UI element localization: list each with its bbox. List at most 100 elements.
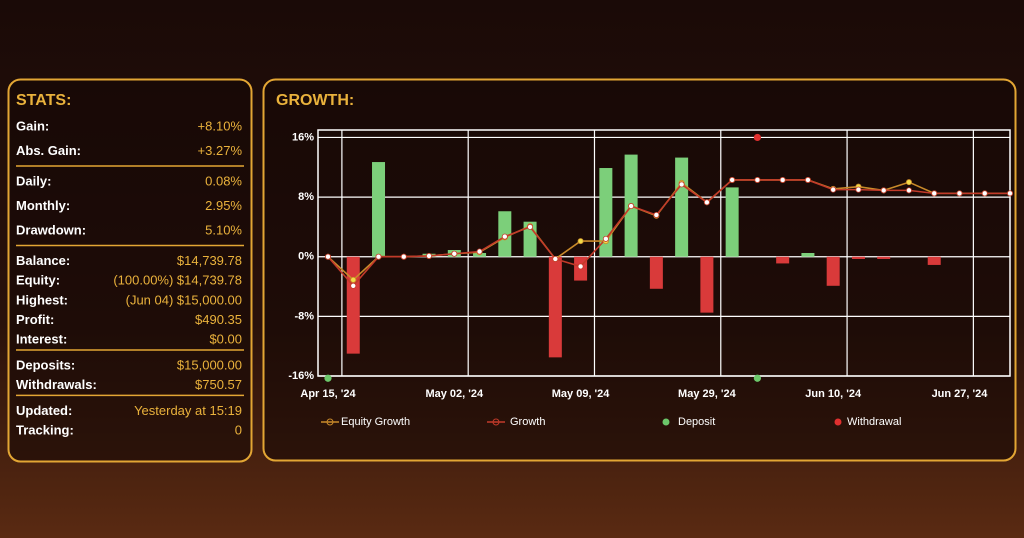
x-tick-label: May 29, '24 [678,388,737,400]
bar [346,256,360,354]
stat-value: 0 [235,423,242,438]
stat-value: Yesterday at 15:19 [134,403,242,418]
stat-label: Tracking: [16,423,74,438]
bar [372,162,386,257]
y-tick-label: 0% [298,251,314,263]
stat-label: Drawdown: [16,222,86,237]
stats-title: STATS: [16,92,71,109]
stat-value: +3.27% [198,143,243,158]
line-marker [804,176,811,183]
bar [725,187,739,257]
bar [675,157,689,257]
legend-label: Equity Growth [341,416,410,428]
legend-label: Growth [510,416,545,428]
line-marker [931,190,938,197]
legend-symbol [492,418,500,426]
bar [776,256,790,264]
x-tick-label: May 02, '24 [425,388,484,400]
line-marker [981,190,988,197]
stat-value: $14,739.78 [177,253,242,268]
line-marker [602,235,609,242]
stats-panel [7,78,253,463]
stat-label: Balance: [16,253,70,268]
line-marker [350,276,357,283]
event-marker [753,374,762,382]
legend-label: Deposit [678,416,715,428]
line-marker [552,255,559,262]
stat-label: Interest: [16,332,67,347]
line-marker [703,199,710,206]
line-marker [1007,190,1014,197]
legend-symbol [326,418,334,426]
plot [318,130,1014,377]
x-tick-label: Apr 15, '24 [300,388,356,400]
line-marker [527,223,534,230]
stat-value: 5.10% [205,222,242,237]
legend-symbol [662,418,670,426]
stat-label: Highest: [16,292,68,307]
line [327,179,1010,288]
stat-value: $490.35 [195,312,242,327]
bar [801,253,815,257]
legend-symbol [834,418,842,426]
line-marker [426,252,433,259]
stat-value: $750.57 [195,377,242,392]
line-marker [754,176,761,183]
line-marker [779,176,786,183]
stat-value: $15,000.00 [177,357,242,372]
stat-label: Deposits: [16,357,75,372]
bar [927,256,941,265]
legend-label: Withdrawal [847,416,901,428]
line-marker [577,263,584,270]
legend: Equity Growth Growth Deposit Withdrawal [321,416,901,428]
line-marker [956,190,963,197]
chart-title: GROWTH: [276,92,354,109]
line-marker [905,187,912,194]
bar [700,256,714,313]
line-marker [324,253,331,260]
stat-label: Profit: [16,312,54,327]
stat-label: Abs. Gain: [16,143,81,158]
growth-panel [262,78,1017,462]
line-marker [577,238,584,245]
bar [548,256,562,358]
stat-value: (100.00%) $14,739.78 [113,273,242,288]
bar [826,256,840,286]
line-marker [678,181,685,188]
line-marker [855,186,862,193]
stat-value: (Jun 04) $15,000.00 [126,292,242,307]
stat-label: Monthly: [16,198,70,213]
line-marker [830,186,837,193]
x-tick-label: Jun 10, '24 [805,388,862,400]
stat-value: 0.08% [205,173,242,188]
stat-label: Daily: [16,173,51,188]
stat-label: Withdrawals: [16,377,97,392]
y-tick-label: 16% [292,131,314,143]
line-marker [628,203,635,210]
bar [851,256,865,259]
line-marker [476,248,483,255]
line-marker [905,179,912,186]
event-marker [753,133,762,142]
event-marker [324,374,332,382]
stat-value: $0.00 [209,332,242,347]
x-tick-label: May 09, '24 [552,388,611,400]
stat-label: Gain: [16,118,49,133]
stat-label: Equity: [16,273,60,288]
y-tick-label: -16% [288,370,314,382]
line-marker [400,253,407,260]
line-marker [729,176,736,183]
line-marker [350,282,357,289]
x-tick-label: Jun 27, '24 [932,388,989,400]
line-marker [653,211,660,218]
stat-value: 2.95% [205,198,242,213]
line-marker [501,233,508,240]
y-tick-label: -8% [294,310,314,322]
stat-value: +8.10% [198,118,243,133]
bar [649,256,663,289]
line-marker [880,187,887,194]
y-tick-label: 8% [298,191,314,203]
stat-label: Updated: [16,403,72,418]
bar [877,256,891,259]
